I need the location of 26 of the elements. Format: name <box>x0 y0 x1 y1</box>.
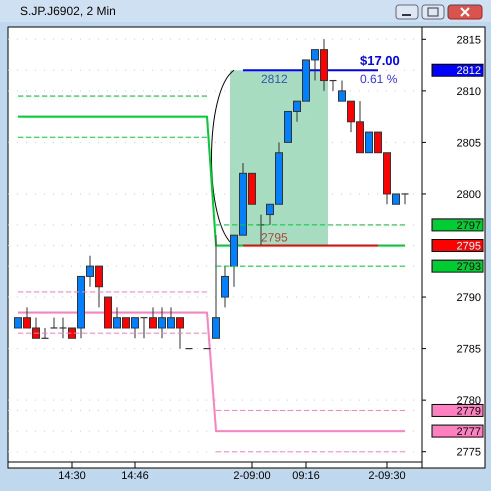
y-tick-label: 2785 <box>456 344 481 356</box>
x-tick-label: 2-09:00 <box>233 470 271 482</box>
y-tick-label: 2800 <box>456 188 481 201</box>
y-tick-label: 2805 <box>456 137 481 150</box>
y-tick-label: 2797 <box>456 220 481 232</box>
annotation: 2795 <box>261 230 288 244</box>
y-tick-label: 2775 <box>456 446 481 459</box>
x-tick-label: 2-09:30 <box>368 470 406 482</box>
y-tick-label: 2777 <box>456 426 481 438</box>
annotation: 0.61 % <box>360 72 398 86</box>
x-tick-label: 09:16 <box>292 470 320 482</box>
y-tick-label: 2793 <box>456 261 481 274</box>
annotation: $17.00 <box>360 53 400 68</box>
x-tick-label: 14:46 <box>121 470 149 482</box>
y-tick-label: 2812 <box>456 65 481 78</box>
x-tick-label: 14:30 <box>58 470 86 482</box>
y-tick-label: 2810 <box>456 86 481 98</box>
chart-title: S.JP.J6902, 2 Min <box>20 4 116 18</box>
candlestick <box>212 234 220 339</box>
y-tick-label: 2795 <box>456 240 481 252</box>
y-tick-label: 2780 <box>456 395 481 408</box>
y-tick-label: 2815 <box>456 34 481 46</box>
annotation: 2812 <box>261 72 288 86</box>
candlestick <box>221 266 229 308</box>
y-tick-label: 2779 <box>456 405 481 418</box>
y-tick-label: 2790 <box>456 292 481 304</box>
